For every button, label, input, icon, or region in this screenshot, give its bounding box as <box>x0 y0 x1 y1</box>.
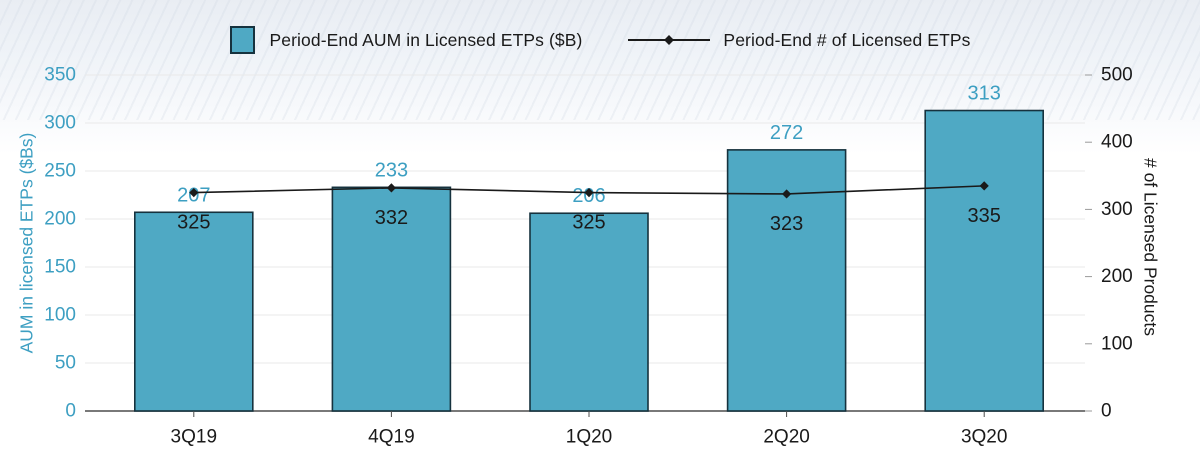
x-axis-label-4Q19: 4Q19 <box>368 427 414 448</box>
bar-2Q20 <box>726 149 847 412</box>
line-value-label: 332 <box>375 207 408 229</box>
x-axis-label-2Q20: 2Q20 <box>763 427 809 448</box>
line-marker <box>386 183 396 193</box>
bar-value-label: 313 <box>968 83 1001 105</box>
bar-value-label: 233 <box>375 159 408 181</box>
right-axis-tick-label: 400 <box>1101 132 1133 153</box>
x-axis-label-3Q20: 3Q20 <box>961 427 1007 448</box>
line-value-label: 325 <box>572 212 605 234</box>
bar-1Q20 <box>529 212 649 412</box>
right-axis-tick-label: 0 <box>1101 401 1112 422</box>
left-axis-title: AUM in licensed ETPs ($Bs) <box>16 132 37 354</box>
line-value-label: 335 <box>968 205 1001 227</box>
line-series-label: Period-End # of Licensed ETPs <box>723 29 971 50</box>
right-axis-tick-label: 100 <box>1101 333 1133 354</box>
chart-legend: Period-End AUM in Licensed ETPs ($B) Per… <box>0 24 1200 56</box>
left-axis-tick-label: 0 <box>65 401 76 422</box>
bar-value-label: 272 <box>770 122 803 144</box>
line-marker <box>584 188 594 198</box>
bar-series-label: Period-End AUM in Licensed ETPs ($B) <box>269 29 583 50</box>
left-axis-tick-label: 250 <box>44 161 76 182</box>
bar-3Q19 <box>134 211 254 412</box>
x-axis-label-3Q19: 3Q19 <box>171 427 217 448</box>
legend-item-etp-count-line: Period-End # of Licensed ETPs <box>628 30 970 51</box>
line-series-marker-icon <box>628 35 711 45</box>
line-marker <box>979 181 989 191</box>
line-value-label: 323 <box>770 213 803 235</box>
right-axis-tick-label: 300 <box>1101 199 1133 220</box>
right-axis-tick-label: 200 <box>1101 266 1133 287</box>
legend-item-aum-bars: Period-End AUM in Licensed ETPs ($B) <box>229 26 583 54</box>
line-value-label: 325 <box>177 212 210 234</box>
left-axis-tick-label: 150 <box>44 257 76 278</box>
right-axis-title: # of Licensed Products <box>1140 157 1161 337</box>
left-axis-tick-label: 50 <box>55 353 76 374</box>
right-axis-tick-label: 500 <box>1101 65 1133 86</box>
line-marker <box>782 189 792 199</box>
left-axis-tick-label: 350 <box>44 65 76 86</box>
left-axis-tick-label: 100 <box>44 305 76 326</box>
line-marker <box>189 188 199 198</box>
left-axis-tick-label: 300 <box>44 113 76 134</box>
bar-3Q20 <box>924 109 1045 412</box>
x-axis-label-1Q20: 1Q20 <box>566 427 612 448</box>
left-axis-tick-label: 200 <box>44 209 76 230</box>
bar-series-swatch-icon <box>229 26 255 54</box>
